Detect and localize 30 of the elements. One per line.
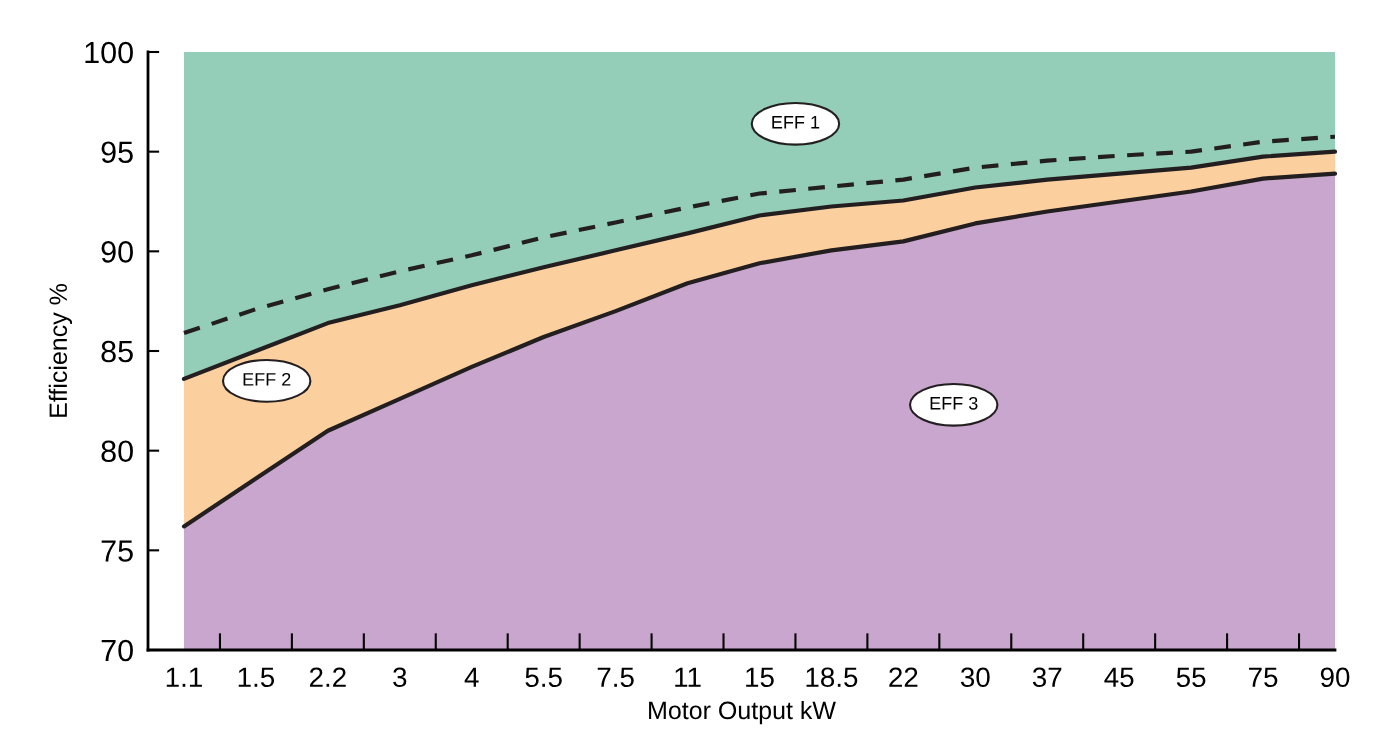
x-tick-label: 3 <box>393 667 407 688</box>
x-tick-label: 7.5 <box>597 667 634 688</box>
y-axis-title: Efficiency % <box>48 284 73 417</box>
x-axis-title: Motor Output kW <box>649 700 836 725</box>
x-tick-label: 5.5 <box>525 667 562 688</box>
series-label: EFF 3 <box>930 396 978 410</box>
y-tick-label: 90 <box>101 241 133 263</box>
series-label: EFF 2 <box>243 372 291 386</box>
x-tick-label: 4 <box>464 667 479 687</box>
series-label: EFF 1 <box>772 116 820 129</box>
x-tick-label: 18.5 <box>806 667 858 688</box>
y-tick-label: 75 <box>101 540 133 562</box>
x-tick-label: 75 <box>1249 667 1278 688</box>
x-tick-label: 90 <box>1320 667 1350 688</box>
x-tick-label: 1.5 <box>238 667 275 688</box>
x-tick-label: 37 <box>1032 667 1062 688</box>
y-tick-label: 95 <box>101 141 133 164</box>
y-tick-label: 80 <box>101 440 133 463</box>
x-tick-label: 45 <box>1104 667 1134 688</box>
x-tick-label: 2.2 <box>309 667 346 687</box>
line-series <box>181 134 1335 336</box>
x-tick-label: 1.1 <box>166 667 202 687</box>
x-tick-label: 11 <box>675 667 701 687</box>
y-tick-label: 85 <box>101 340 133 363</box>
y-tick-label: 100 <box>85 41 133 64</box>
x-tick-label: 15 <box>746 667 774 688</box>
x-tick-label: 30 <box>960 667 990 688</box>
y-tick-label: 70 <box>101 639 133 662</box>
x-tick-label: 55 <box>1176 667 1206 688</box>
x-tick-label: 22 <box>889 667 918 687</box>
